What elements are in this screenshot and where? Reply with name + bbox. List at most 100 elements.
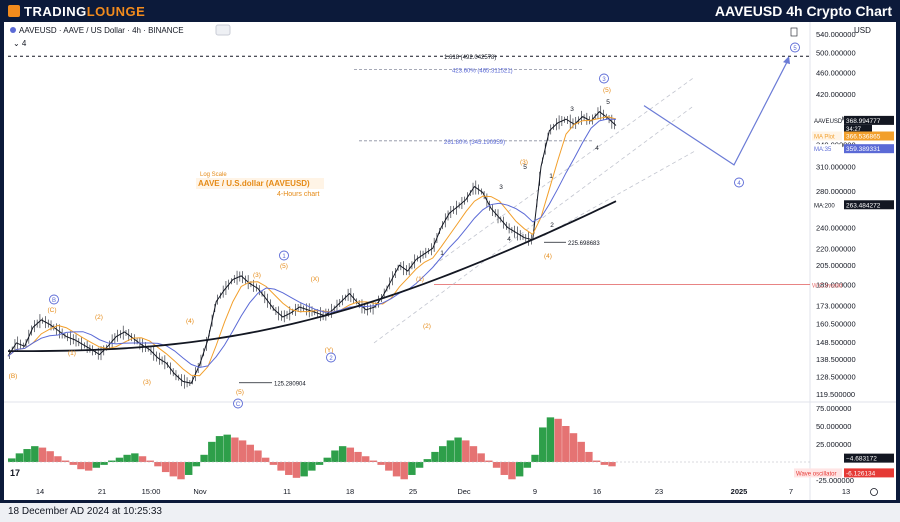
log-scale-label: Log Scale	[200, 172, 227, 178]
oscillator-bar	[238, 440, 247, 462]
price-tick-label: 310.000000	[816, 162, 856, 171]
price-badge-value-bg	[844, 144, 894, 154]
oscillator-bar	[138, 456, 147, 462]
oscillator-bar	[31, 446, 39, 462]
oscillator-bar	[77, 462, 85, 470]
wave-label-w_2e: 2	[550, 222, 554, 229]
fib-1618-label: 1.618 (492.042578)	[444, 55, 496, 61]
wave-label-circle	[49, 294, 59, 305]
ma-plot-line	[7, 116, 617, 377]
oscillator-bar	[254, 450, 262, 462]
oscillator-bar	[585, 451, 593, 462]
oscillator-bar	[446, 440, 455, 462]
tv-logo-bg	[8, 466, 22, 478]
oscillator-bar	[508, 462, 516, 480]
price-badge-2: MA:35 359.389331	[812, 144, 894, 154]
wave-label-w_2c: (2)	[423, 323, 431, 330]
brand-text-part2: LOUNGE	[86, 3, 146, 19]
wave-label-w_5_a: (5)	[236, 389, 244, 396]
oscillator-bar	[185, 462, 193, 475]
price-badge-value: 366.536865	[846, 134, 881, 141]
oscillator-bars	[8, 417, 616, 480]
oscillator-bar	[61, 460, 70, 462]
forecast-path	[643, 57, 790, 166]
oscillator-tick-label: -25.000000	[816, 476, 854, 485]
time-tick-label: 25	[409, 487, 417, 496]
oscillator-bar	[300, 462, 308, 477]
wave-label-w_1c: (1)	[416, 276, 424, 283]
oscillator-bar	[69, 462, 77, 465]
osc-badge-2-value: -6.126134	[846, 470, 876, 477]
oscillator-bar	[369, 460, 378, 462]
price-badge-value: 359.389331	[846, 146, 881, 153]
oscillator-bar	[38, 447, 47, 462]
time-tick-label: 13	[842, 487, 850, 496]
oscillator-bar	[562, 426, 570, 462]
price-tick-label: 138.500000	[816, 355, 856, 364]
wave-label-w_5circ_top: 5	[793, 46, 797, 52]
price-badge-label: AAVEUSD	[814, 119, 843, 125]
channel-upper-line	[433, 77, 695, 266]
channel-mid-line	[543, 151, 695, 236]
oscillator-bar	[308, 462, 316, 471]
oscillator-bar	[54, 456, 62, 462]
oscillator-bar	[400, 462, 408, 480]
wave-label-w_Y: (Y)	[325, 347, 334, 354]
brand-logo: TRADING LOUNGE	[8, 2, 145, 20]
price-badge-label: MA Plot	[814, 135, 835, 141]
wave-label-w_4circ: 4	[737, 181, 741, 187]
price-badge-label: MA:200	[814, 203, 835, 209]
price-badge-1: MA Plot 366.536865	[812, 131, 894, 141]
oscillator-bar	[277, 462, 285, 471]
oscillator-bar	[154, 462, 162, 467]
logo-icon	[8, 5, 20, 17]
oscillator-bar	[546, 417, 555, 462]
price-badge-label-bg	[812, 200, 842, 210]
symbol-description: AAVEUSD · AAVE / US Dollar · 4h · BINANC…	[19, 26, 184, 35]
oscillator-bar	[246, 444, 254, 462]
oscillator-bar	[46, 451, 54, 462]
oscillator-bar	[100, 462, 108, 465]
wave-label-w_4_a: (4)	[186, 318, 194, 325]
footer-timestamp: 18 December AD 2024 at 10:25:33	[8, 506, 162, 517]
time-tick-label: 21	[98, 487, 106, 496]
oscillator-bar	[431, 451, 439, 462]
oscillator-bar	[423, 459, 431, 462]
wave-label-w_B: B	[52, 298, 56, 304]
oscillator-bar	[315, 462, 324, 465]
wave-label-w_5f: 5	[606, 99, 610, 106]
wave-label-w_B_paren: (B)	[9, 373, 18, 380]
oscillator-bar	[331, 450, 339, 462]
time-tick-label: 7	[789, 487, 793, 496]
price-badge-3: MA:200 263.484272	[812, 200, 894, 210]
chart-panel: AAVEUSD · AAVE / US Dollar · 4h · BINANC…	[4, 22, 896, 500]
wave-label-circle	[326, 352, 336, 363]
oscillator-bar	[169, 462, 178, 477]
oscillator-bar	[346, 447, 355, 462]
oscillator-bar	[477, 453, 485, 462]
oscillator-bar	[600, 462, 609, 465]
oscillator-bar	[523, 462, 532, 468]
time-tick-label: 2025	[731, 487, 748, 496]
wave-label-circle	[279, 250, 289, 261]
oscillator-bar	[485, 460, 493, 462]
oscillator-bar	[608, 462, 616, 467]
oscillator-bar	[354, 451, 362, 462]
oscillator-bar	[492, 462, 501, 468]
oscillator-bar	[15, 453, 24, 462]
wave-label-w_1d: 1	[440, 250, 444, 257]
ma35-line	[7, 118, 617, 368]
time-tick-label: 16	[593, 487, 601, 496]
wave-label-w_X: (X)	[311, 276, 320, 283]
chart-svg[interactable]: AAVEUSD · AAVE / US Dollar · 4h · BINANC…	[4, 22, 896, 500]
fib-4236-label: 423.60% (465.311521)	[452, 69, 513, 75]
oscillator-bar	[285, 462, 293, 475]
price-tick-label: 160.500000	[816, 320, 856, 329]
oscillator-bar	[592, 460, 601, 462]
oscillator-bar	[269, 462, 278, 465]
price-tick-label: 280.000000	[816, 187, 856, 196]
osc-badge-1-value: −4.683172	[846, 456, 877, 463]
brand-text-part1: TRADING	[24, 3, 87, 19]
symbol-dot	[10, 27, 16, 33]
